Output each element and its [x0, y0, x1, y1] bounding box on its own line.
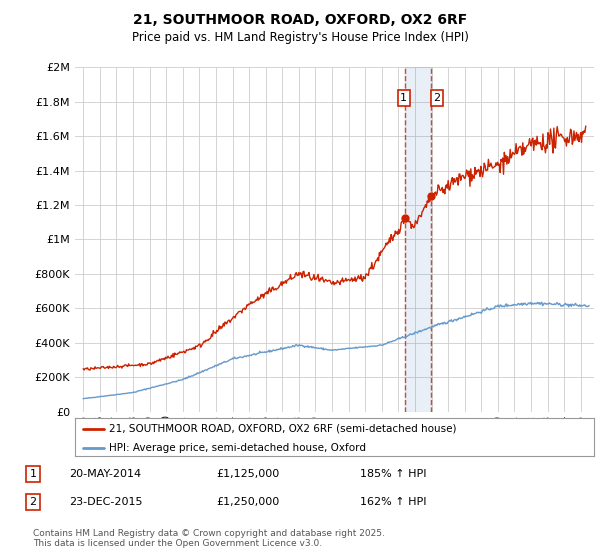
Text: 2: 2	[433, 93, 440, 103]
Text: HPI: Average price, semi-detached house, Oxford: HPI: Average price, semi-detached house,…	[109, 443, 366, 453]
Text: 21, SOUTHMOOR ROAD, OXFORD, OX2 6RF (semi-detached house): 21, SOUTHMOOR ROAD, OXFORD, OX2 6RF (sem…	[109, 424, 456, 434]
Text: 21, SOUTHMOOR ROAD, OXFORD, OX2 6RF: 21, SOUTHMOOR ROAD, OXFORD, OX2 6RF	[133, 13, 467, 27]
Text: 1: 1	[400, 93, 407, 103]
Text: £1,125,000: £1,125,000	[216, 469, 279, 479]
Text: 20-MAY-2014: 20-MAY-2014	[69, 469, 141, 479]
Bar	[404, 67, 431, 412]
Text: 1: 1	[29, 469, 37, 479]
Text: Contains HM Land Registry data © Crown copyright and database right 2025.
This d: Contains HM Land Registry data © Crown c…	[33, 529, 385, 548]
Text: 162% ↑ HPI: 162% ↑ HPI	[360, 497, 427, 507]
Text: 2: 2	[29, 497, 37, 507]
Text: 185% ↑ HPI: 185% ↑ HPI	[360, 469, 427, 479]
Text: £1,250,000: £1,250,000	[216, 497, 279, 507]
Text: Price paid vs. HM Land Registry's House Price Index (HPI): Price paid vs. HM Land Registry's House …	[131, 31, 469, 44]
Text: 23-DEC-2015: 23-DEC-2015	[69, 497, 143, 507]
